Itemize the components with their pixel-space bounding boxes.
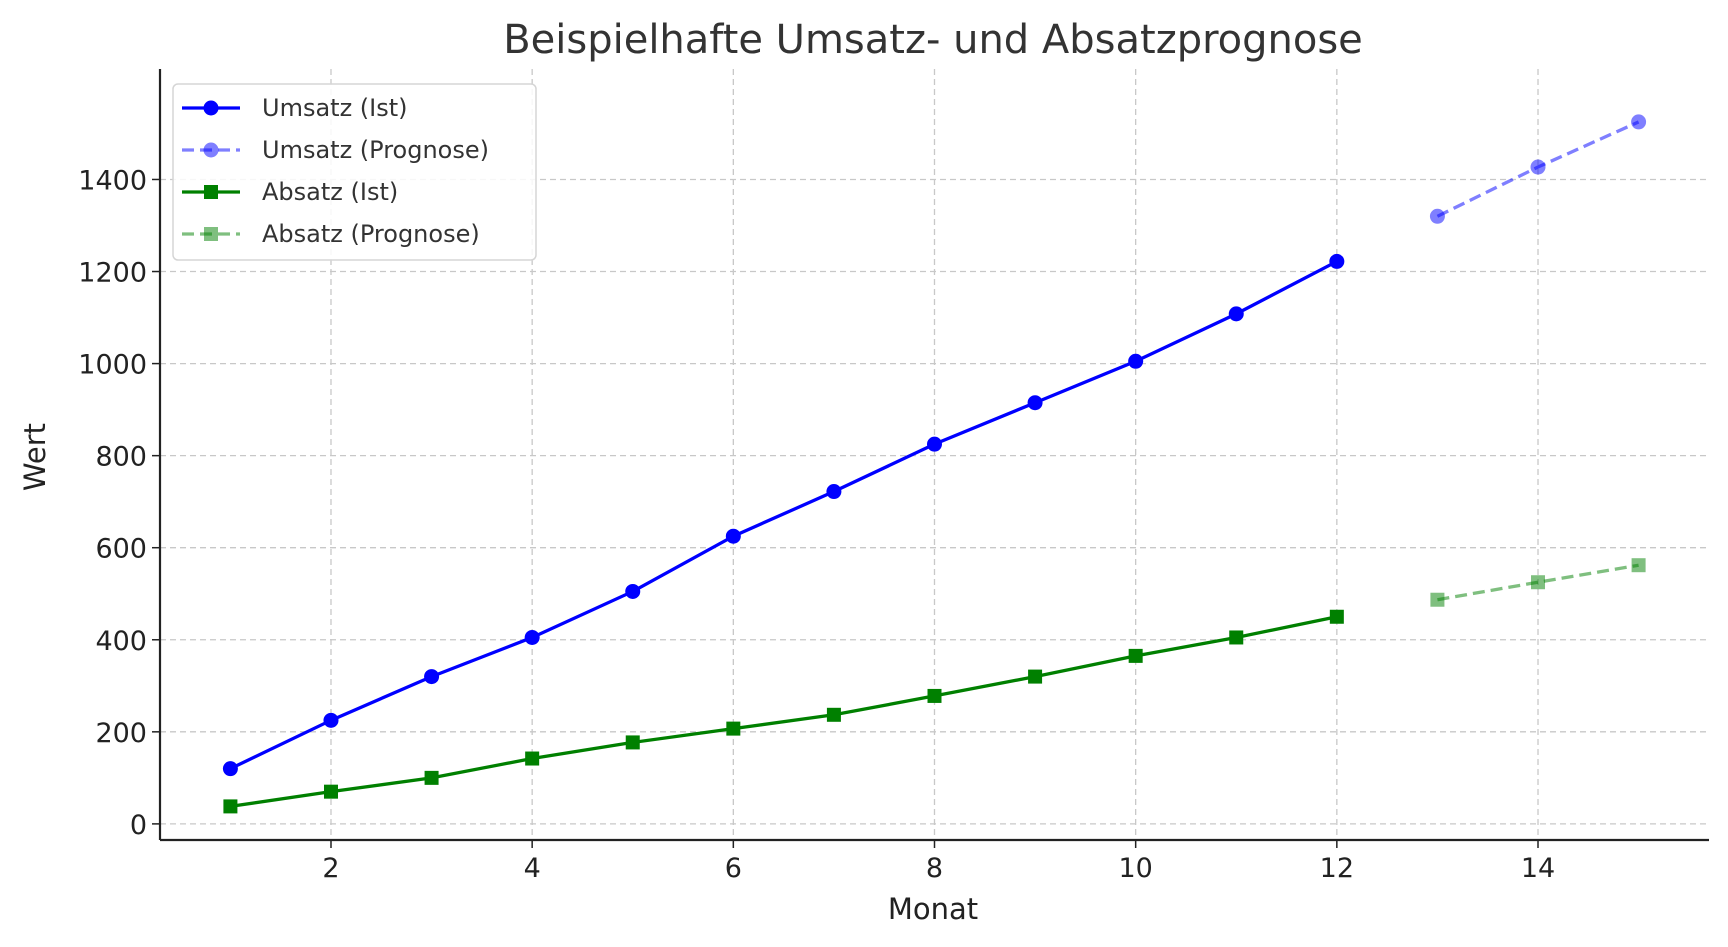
data-point [1531, 575, 1546, 590]
y-tick-label: 600 [95, 534, 147, 565]
x-tick-label: 4 [524, 853, 541, 884]
legend: Umsatz (Ist) Umsatz (Prognose) Absatz (Ist… [172, 83, 537, 261]
data-point [1329, 253, 1345, 269]
data-point [1631, 558, 1646, 573]
data-point [424, 669, 440, 685]
data-point [424, 770, 439, 785]
x-tick-label: 12 [1320, 853, 1354, 884]
y-tick-label: 400 [95, 626, 147, 657]
x-tick-label: 8 [926, 853, 943, 884]
data-point [726, 721, 741, 736]
series-line [229, 259, 1338, 771]
data-point [223, 799, 238, 814]
circle-marker-icon [203, 100, 219, 116]
data-point [323, 784, 338, 799]
data-point [323, 712, 339, 728]
x-tick-label: 6 [725, 853, 742, 884]
series-line [1437, 563, 1639, 602]
legend-label: Absatz (Ist) [262, 178, 398, 206]
data-point [222, 761, 238, 777]
y-tick-label: 1400 [78, 165, 147, 196]
circle-marker-icon [203, 142, 219, 158]
data-point [725, 528, 741, 544]
data-point [1631, 114, 1647, 130]
square-marker-icon [204, 227, 218, 241]
data-point [1027, 395, 1043, 411]
y-tick-label: 1000 [78, 350, 147, 381]
data-point [1228, 306, 1244, 322]
x-tick-label: 14 [1521, 853, 1555, 884]
x-tick-label: 10 [1118, 853, 1152, 884]
legend-box [172, 83, 537, 261]
x-tick-label: 2 [322, 853, 339, 884]
series-layer [222, 114, 1647, 814]
grid [160, 69, 1709, 840]
data-point [1429, 208, 1445, 224]
data-point [525, 751, 540, 766]
series-absatz-prognose [1430, 558, 1646, 607]
data-point [826, 707, 841, 722]
y-tick-label: 1200 [78, 258, 147, 289]
legend-label: Umsatz (Prognose) [262, 136, 489, 164]
data-point [927, 688, 942, 703]
data-point [625, 735, 640, 750]
series-umsatz-prognose [1429, 114, 1647, 224]
data-point [1028, 669, 1043, 684]
chart-title: Beispielhafte Umsatz- und Absatzprognose [503, 17, 1363, 63]
series-absatz-ist [223, 609, 1344, 814]
data-point [1128, 648, 1143, 663]
legend-item: Absatz (Ist) [182, 178, 398, 206]
data-point [524, 629, 540, 645]
y-tick-label: 200 [95, 718, 147, 749]
y-tick-label: 0 [130, 810, 147, 841]
legend-item: Umsatz (Prognose) [182, 136, 489, 164]
data-point [1329, 609, 1344, 624]
data-point [625, 583, 641, 599]
data-point [927, 436, 942, 452]
axes: 2 4 6 8 10 12 14 0 200 400 600 800 1000 1200 1400 [78, 69, 1709, 884]
y-axis-label: Wert [18, 423, 52, 491]
legend-item: Absatz (Prognose) [182, 220, 480, 248]
data-point [826, 484, 842, 500]
data-point [1430, 592, 1445, 607]
x-axis-label: Monat [888, 892, 978, 926]
square-marker-icon [204, 185, 218, 199]
series-line [230, 615, 1338, 809]
data-point [1530, 159, 1546, 175]
series-umsatz-ist [222, 253, 1345, 777]
data-point [1128, 353, 1144, 369]
legend-label: Absatz (Prognose) [262, 220, 480, 248]
legend-item: Umsatz (Ist) [182, 94, 408, 122]
y-tick-label: 800 [95, 442, 147, 473]
data-point [1229, 630, 1244, 645]
legend-label: Umsatz (Ist) [262, 94, 408, 122]
